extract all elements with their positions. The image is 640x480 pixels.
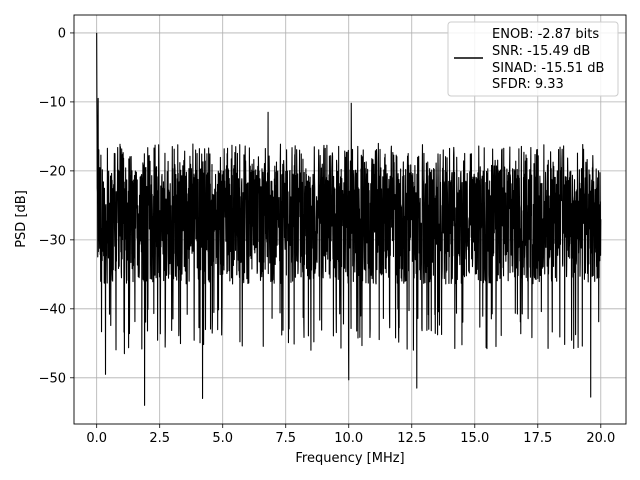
x-tick-label: 10.0 — [334, 431, 363, 446]
legend-line-1: ENOB: -2.87 bits — [492, 27, 599, 42]
y-tick-label: −10 — [39, 95, 66, 110]
x-axis-ticks: 0.0 2.5 5.0 7.5 10.0 12.5 15.0 17.5 20.0 — [86, 424, 615, 446]
y-tick-label: −30 — [39, 233, 66, 248]
x-tick-label: 7.5 — [275, 431, 296, 446]
legend-line-3: SINAD: -15.51 dB — [492, 61, 604, 76]
legend-line-4: SFDR: 9.33 — [492, 77, 564, 92]
y-tick-label: 0 — [58, 26, 66, 41]
y-tick-label: −40 — [39, 302, 66, 317]
y-tick-label: −50 — [39, 371, 66, 386]
y-axis-label: PSD [dB] — [14, 190, 29, 248]
legend-line-2: SNR: -15.49 dB — [492, 44, 590, 59]
x-tick-label: 2.5 — [149, 431, 170, 446]
plot-frame — [73, 14, 627, 425]
legend: ENOB: -2.87 bits SNR: -15.49 dB SINAD: -… — [447, 21, 619, 97]
x-tick-label: 0.0 — [86, 431, 107, 446]
x-tick-label: 17.5 — [523, 431, 552, 446]
x-tick-label: 5.0 — [212, 431, 233, 446]
x-tick-label: 20.0 — [586, 431, 615, 446]
x-axis-label: Frequency [MHz] — [295, 451, 404, 466]
x-tick-label: 12.5 — [397, 431, 426, 446]
y-tick-label: −20 — [39, 164, 66, 179]
legend-box — [447, 21, 619, 97]
x-tick-label: 15.0 — [460, 431, 489, 446]
y-axis-ticks: 0 −10 −20 −30 −40 −50 — [39, 26, 74, 386]
plot-area — [96, 32, 602, 406]
psd-series-line — [96, 32, 602, 406]
